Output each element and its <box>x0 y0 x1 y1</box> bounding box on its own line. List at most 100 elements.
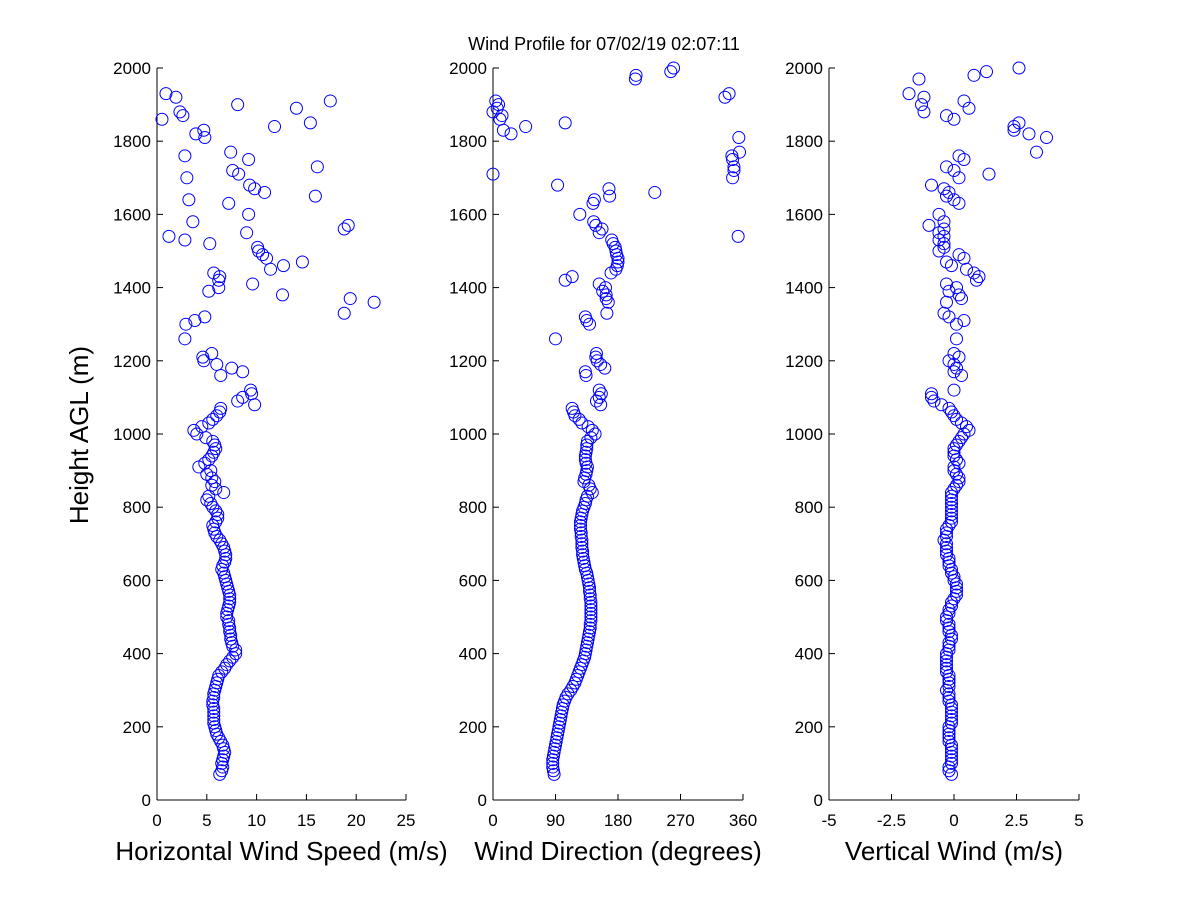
y-axis-label: Height AGL (m) <box>64 346 94 524</box>
data-point <box>937 182 951 196</box>
data-point <box>952 171 966 185</box>
data-point <box>942 687 956 701</box>
data-point <box>226 163 240 177</box>
y-tick-label: 1600 <box>785 205 823 224</box>
x-tick-label: -2.5 <box>877 811 906 830</box>
data-point <box>489 94 503 108</box>
data-point <box>945 753 958 767</box>
data-point <box>603 189 617 203</box>
data-point <box>203 237 217 251</box>
data-point <box>585 423 599 437</box>
y-tick-label: 1000 <box>785 425 823 444</box>
data-point <box>599 288 613 302</box>
data-point <box>945 515 958 529</box>
data-point <box>256 248 270 262</box>
data-point <box>664 65 678 79</box>
data-point <box>216 738 230 752</box>
data-point <box>952 248 966 262</box>
data-point <box>982 167 996 181</box>
data-point <box>583 317 597 331</box>
data-point <box>564 683 578 697</box>
data-point <box>223 595 237 609</box>
data-point <box>202 284 216 298</box>
y-tick-label: 200 <box>123 718 151 737</box>
data-point <box>178 233 192 247</box>
data-point <box>605 233 619 247</box>
data-point <box>1012 61 1026 75</box>
data-point <box>236 365 250 379</box>
data-point <box>574 522 587 536</box>
y-tick-label: 1000 <box>113 425 151 444</box>
data-point <box>915 98 928 112</box>
data-point <box>236 390 250 404</box>
data-point <box>940 537 953 551</box>
data-point <box>178 332 192 346</box>
y-tick-label: 1400 <box>785 279 823 298</box>
data-point <box>917 90 931 104</box>
data-point <box>578 453 592 467</box>
data-point <box>200 467 214 481</box>
data-point <box>950 453 963 467</box>
data-point <box>218 661 232 675</box>
data-point <box>925 390 938 404</box>
data-point <box>310 160 324 174</box>
data-point <box>960 262 973 276</box>
data-point <box>945 767 958 781</box>
data-point <box>204 497 218 511</box>
y-tick-label: 600 <box>459 571 487 590</box>
data-point <box>584 599 598 613</box>
data-point <box>574 529 588 543</box>
data-point <box>173 105 187 119</box>
x-tick-label: 25 <box>397 811 416 830</box>
data-point <box>231 98 245 112</box>
data-point <box>912 72 926 86</box>
x-tick-label: 360 <box>729 811 757 830</box>
data-point <box>207 266 221 280</box>
data-point <box>220 610 234 624</box>
data-point <box>583 621 597 635</box>
x-tick-label: 10 <box>247 811 266 830</box>
data-point <box>940 658 953 672</box>
data-point <box>942 731 956 745</box>
x-axis-label: Wind Direction (degrees) <box>474 836 762 866</box>
data-point <box>942 354 956 368</box>
data-point <box>940 548 953 562</box>
y-tick-label: 1800 <box>113 132 151 151</box>
panel-1: 0 200 400 600 800 1000 1200 1400 1600 1800 2000 0 5 1… <box>113 59 448 866</box>
data-point <box>295 255 309 269</box>
data-point <box>927 394 941 408</box>
data-point <box>204 464 218 478</box>
data-point <box>592 383 606 397</box>
data-point <box>303 116 317 130</box>
data-point <box>565 401 579 415</box>
y-tick-label: 600 <box>123 571 151 590</box>
data-point <box>573 207 587 221</box>
data-point <box>947 570 961 584</box>
data-point <box>940 295 953 309</box>
data-point <box>947 445 961 459</box>
data-point <box>240 226 254 240</box>
data-point <box>189 127 203 141</box>
data-point <box>195 420 209 434</box>
data-point <box>575 416 589 430</box>
data-point <box>198 131 212 145</box>
data-point <box>917 105 931 119</box>
data-point <box>224 145 238 159</box>
data-point <box>937 240 951 254</box>
x-tick-label: 5 <box>1074 811 1083 830</box>
y-tick-label: 800 <box>795 498 823 517</box>
y-tick-label: 800 <box>123 498 151 517</box>
data-point <box>957 314 971 328</box>
data-point <box>205 478 219 492</box>
data-point <box>289 101 303 115</box>
data-point <box>648 185 662 199</box>
data-point <box>952 149 966 163</box>
chart-title: Wind Profile for 07/02/19 02:07:11 <box>468 34 740 54</box>
data-point <box>940 189 953 203</box>
data-point <box>950 438 963 452</box>
panel-3: 0 200 400 600 800 1000 1200 1400 1600 1800 2000 -5 -… <box>785 59 1084 866</box>
data-point <box>580 489 594 503</box>
data-point <box>937 215 951 229</box>
data-point <box>209 504 223 518</box>
y-tick-label: 2000 <box>113 59 151 78</box>
